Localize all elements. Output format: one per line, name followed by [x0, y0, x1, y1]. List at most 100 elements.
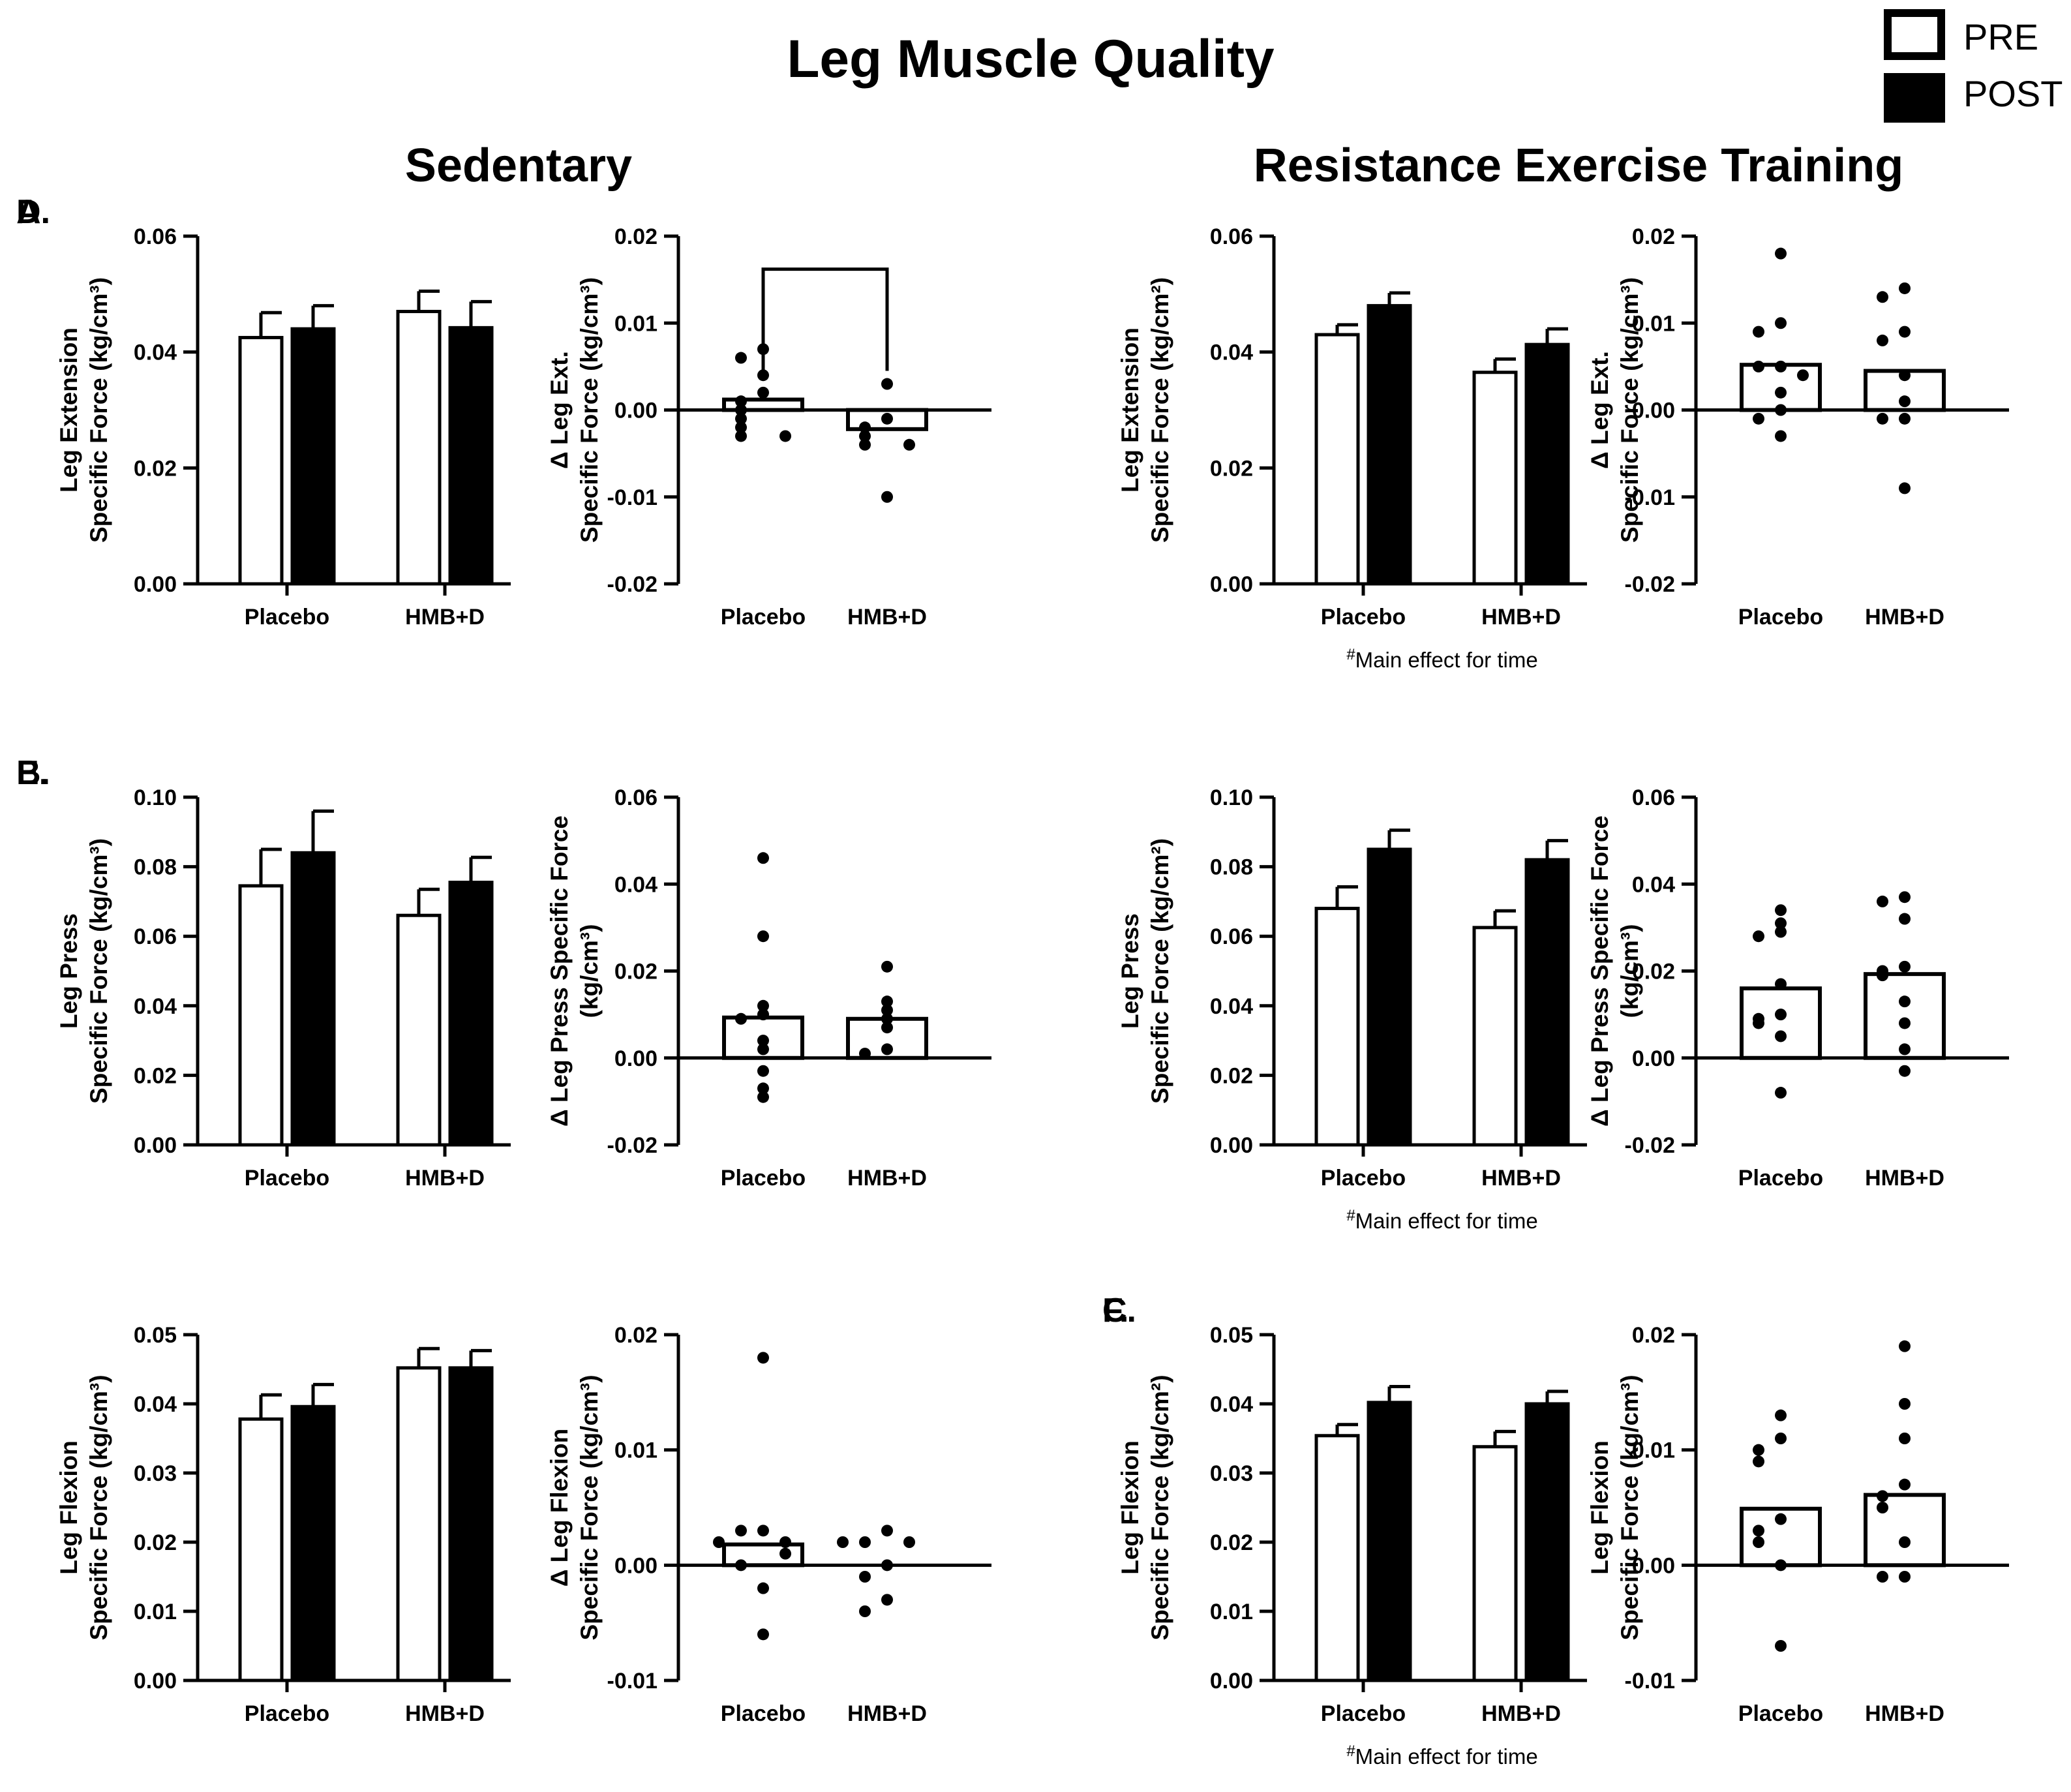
data-point — [881, 412, 893, 425]
y-axis-label-line: Leg Extension — [1117, 327, 1143, 493]
x-tick-label: Placebo — [1738, 1701, 1823, 1726]
y-axis-label-line: Leg Flexion — [1586, 1440, 1613, 1575]
data-point — [757, 999, 769, 1012]
data-point — [1775, 1030, 1787, 1042]
data-point — [881, 491, 893, 503]
y-axis-label-line: Specific Force (kg/cm²) — [1147, 277, 1173, 543]
data-point — [1775, 386, 1787, 399]
y-tick-label: 0.00 — [134, 572, 177, 597]
y-tick-label: -0.01 — [1625, 485, 1676, 510]
y-tick-label: 0.00 — [1632, 399, 1675, 423]
y-axis-label-line: Specific Force (kg/cm³) — [1616, 277, 1643, 543]
column-heading-resistance-training: Resistance Exercise Training — [1254, 140, 1904, 192]
data-point — [735, 1525, 747, 1537]
data-point — [757, 1009, 769, 1021]
y-tick-label: -0.01 — [607, 1669, 658, 1693]
bar-post — [1367, 304, 1412, 586]
y-axis-label: Leg Flexion Specific Force (kg/cm²) — [1117, 1374, 1173, 1640]
note-marker: # — [1346, 1742, 1355, 1760]
panel-note: #Main effect for time — [1346, 1207, 1537, 1233]
data-point — [757, 1043, 769, 1055]
y-tick-label: 0.06 — [1210, 924, 1253, 949]
bar-post — [290, 1405, 336, 1682]
y-tick-label: 0.03 — [1210, 1461, 1253, 1486]
bar-post — [1524, 858, 1570, 1147]
data-point — [1753, 326, 1764, 338]
legend-swatch-pre — [1884, 9, 1945, 60]
y-tick-label: 0.00 — [614, 1553, 658, 1578]
y-tick-label: 0.02 — [1632, 1323, 1675, 1348]
bar-post — [290, 327, 336, 586]
data-point — [1775, 1009, 1787, 1021]
x-tick-label: HMB+D — [1865, 1701, 1944, 1726]
panel-letter: E. — [16, 754, 48, 792]
y-axis-label-line: Leg Flexion — [55, 1440, 82, 1575]
data-point — [881, 1559, 893, 1572]
x-tick-label: Placebo — [1321, 605, 1406, 630]
x-tick-label: HMB+D — [1865, 605, 1944, 630]
y-axis-label-line: Δ Leg Ext. — [546, 351, 573, 469]
y-tick-label: 0.01 — [614, 1438, 658, 1463]
data-point — [1899, 1433, 1911, 1444]
data-point — [1899, 1017, 1911, 1029]
bar-pre — [1314, 333, 1360, 586]
x-tick-label: Placebo — [721, 1701, 806, 1726]
data-point — [1753, 1525, 1764, 1537]
data-point — [1775, 1409, 1787, 1421]
data-point — [1775, 360, 1787, 372]
y-tick-label: 0.01 — [614, 311, 658, 336]
y-tick-label: 0.00 — [614, 1046, 658, 1071]
panel-B-left: B. 0.00 0.02 0.04 0.06 0.08 0.10 Placebo HMB+D Le… — [16, 754, 511, 1191]
panel-E-right: -0.02 0.00 0.02 0.04 0.06 Placebo HMB+D Δ Leg P… — [1586, 785, 2009, 1191]
y-axis-label: Δ Leg Flexion Specific Force (kg/cm³) — [546, 1374, 603, 1640]
bar-post — [1367, 1401, 1412, 1682]
data-point — [757, 1091, 769, 1103]
column-heading-sedentary: Sedentary — [405, 140, 632, 192]
figure-title: Leg Muscle Quality — [787, 29, 1275, 89]
data-point — [859, 1536, 871, 1548]
y-tick-label: 0.02 — [134, 1530, 177, 1555]
data-point — [859, 1048, 871, 1060]
data-point — [1775, 247, 1787, 260]
data-point — [1753, 1444, 1764, 1456]
y-axis-label-line: Specific Force (kg/cm³) — [85, 1374, 112, 1640]
data-point — [1899, 1478, 1911, 1491]
y-tick-label: 0.00 — [1210, 1669, 1253, 1693]
y-tick-label: 0.00 — [134, 1133, 177, 1158]
y-axis-label-line: Δ Leg Press Specific Force — [546, 815, 573, 1127]
bar-post — [448, 1366, 494, 1682]
y-tick-label: 0.02 — [1210, 1063, 1253, 1088]
y-tick-label: 0.00 — [614, 399, 658, 423]
y-axis-label-line: Specific Force (kg/cm²) — [1147, 1374, 1173, 1640]
data-point — [1899, 1571, 1911, 1583]
data-point — [757, 1582, 769, 1594]
note-marker: # — [1346, 1207, 1355, 1224]
data-point — [859, 438, 871, 451]
data-point — [735, 404, 747, 416]
y-tick-label: 0.10 — [1210, 785, 1253, 810]
significance-bracket — [761, 267, 889, 380]
data-point — [1899, 369, 1911, 382]
data-point — [735, 430, 747, 442]
x-tick-label: Placebo — [1321, 1701, 1406, 1726]
data-point — [735, 412, 747, 425]
x-tick-label: HMB+D — [405, 1701, 485, 1726]
data-point — [1899, 1043, 1911, 1055]
x-tick-label: HMB+D — [405, 605, 485, 630]
panel-letter: F. — [1102, 1292, 1128, 1329]
x-tick-label: Placebo — [721, 1166, 806, 1191]
y-axis-label: Leg Flexion Specific Force (kg/cm³) — [1586, 1374, 1643, 1640]
note-marker: # — [1346, 646, 1355, 663]
data-point — [881, 1022, 893, 1034]
data-point — [1775, 430, 1787, 442]
y-tick-label: 0.05 — [1210, 1323, 1253, 1348]
data-point — [1877, 1490, 1888, 1502]
y-tick-label: 0.04 — [134, 1392, 177, 1417]
panel-E-left: E. 0.00 0.02 0.04 0.06 0.08 0.10 Placebo HMB+D Le… — [16, 754, 1587, 1233]
y-axis-label: Δ Leg Ext. Specific Force (kg/cm³) — [1586, 277, 1643, 543]
x-tick-label: HMB+D — [1481, 605, 1561, 630]
data-point — [881, 995, 893, 1008]
data-point — [1775, 978, 1787, 990]
data-point — [1753, 1017, 1764, 1029]
panel-A-right: -0.02 -0.01 0.00 0.01 0.02 Placebo HMB+D Δ Leg … — [546, 224, 991, 630]
